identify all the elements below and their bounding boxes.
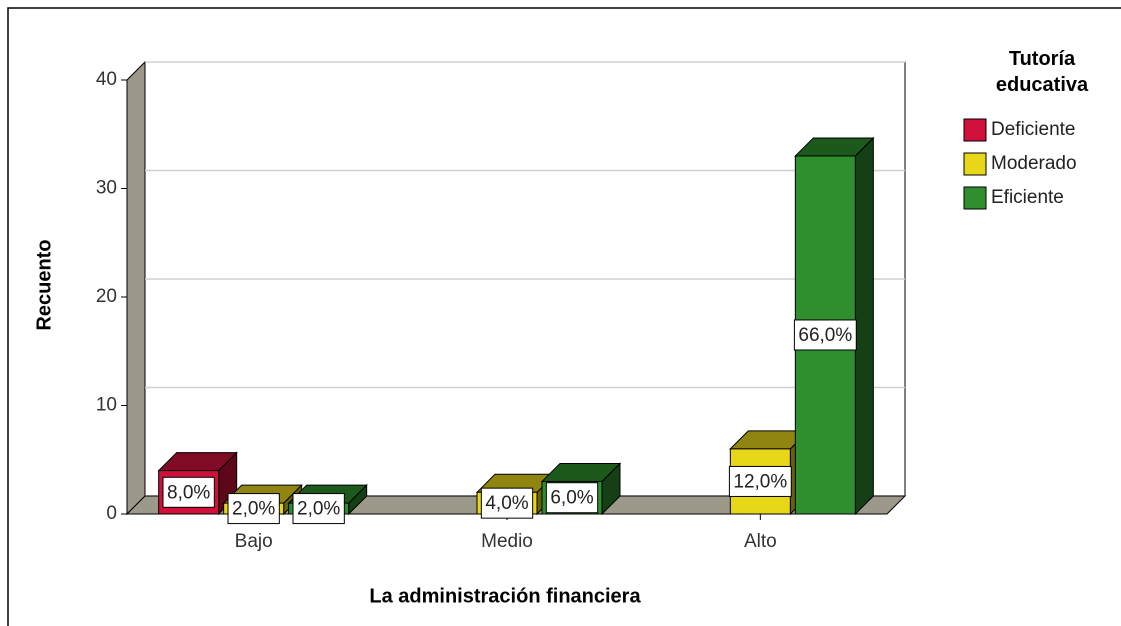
- legend-swatch: [963, 118, 987, 142]
- x-tick-label: Medio: [481, 531, 533, 552]
- y-tick-label: 30: [96, 178, 117, 199]
- legend-label: Eficiente: [991, 187, 1064, 208]
- value-label: 8,0%: [167, 482, 210, 503]
- value-label-box: [292, 493, 345, 525]
- value-label: 2,0%: [232, 499, 275, 520]
- value-label: 6,0%: [550, 488, 593, 509]
- legend-swatch: [963, 152, 987, 176]
- value-label-box: [162, 476, 215, 508]
- value-label-box: [227, 493, 280, 525]
- value-label-box: [728, 465, 792, 497]
- y-tick-label: 40: [96, 69, 117, 90]
- y-axis-title: Recuento: [33, 239, 55, 330]
- value-label: 12,0%: [733, 471, 787, 492]
- value-label: 2,0%: [297, 499, 340, 520]
- legend-title-line: Tutoría: [1009, 48, 1076, 70]
- value-label: 66,0%: [798, 325, 852, 346]
- value-label: 4,0%: [485, 493, 528, 514]
- y-tick-label: 10: [96, 395, 117, 416]
- bar-side: [854, 136, 874, 516]
- value-label-box: [480, 487, 534, 519]
- y-tick-label: 20: [96, 286, 117, 307]
- x-axis-title: La administración financiera: [369, 585, 641, 607]
- legend-swatch: [963, 186, 987, 210]
- legend-label: Deficiente: [991, 119, 1076, 140]
- legend-title-line: educativa: [996, 74, 1089, 96]
- x-tick-label: Alto: [744, 531, 777, 552]
- left-wall: [126, 60, 146, 516]
- value-label-box: [793, 319, 857, 351]
- y-tick-label: 0: [106, 503, 117, 524]
- legend-title: Tutoría educativa: [996, 48, 1089, 96]
- legend-label: Moderado: [991, 153, 1077, 174]
- value-label-box: [545, 482, 599, 514]
- x-tick-label: Bajo: [235, 531, 273, 552]
